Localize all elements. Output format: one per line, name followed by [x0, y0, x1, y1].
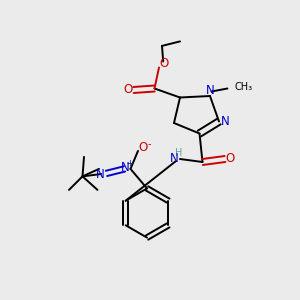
Text: H: H — [175, 148, 182, 158]
Text: -: - — [148, 139, 151, 149]
Text: +: + — [127, 159, 133, 168]
Text: CH₃: CH₃ — [235, 82, 253, 92]
Text: N: N — [96, 167, 105, 181]
Text: N: N — [121, 161, 130, 174]
Text: O: O — [160, 57, 169, 70]
Text: O: O — [139, 141, 148, 154]
Text: N: N — [169, 152, 178, 165]
Text: O: O — [124, 83, 133, 97]
Text: O: O — [226, 152, 235, 165]
Text: N: N — [221, 115, 230, 128]
Text: N: N — [206, 84, 215, 97]
